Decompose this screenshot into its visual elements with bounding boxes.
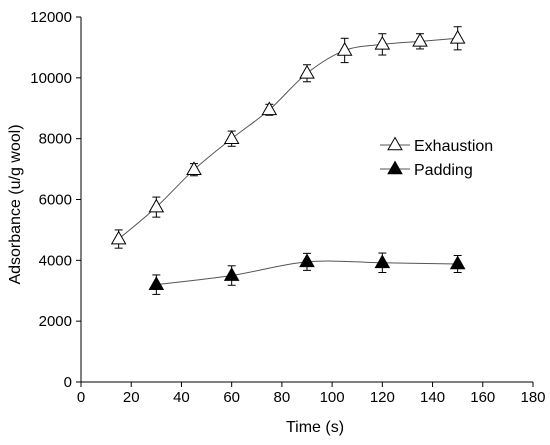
x-tick-label: 180: [520, 389, 545, 406]
data-point: [261, 101, 278, 116]
series-layer: [110, 26, 466, 295]
y-tick-label: 2000: [39, 313, 72, 330]
data-point: [449, 29, 466, 44]
x-tick-label: 0: [77, 389, 85, 406]
series-line: [118, 37, 458, 240]
x-tick-label: 140: [420, 389, 445, 406]
data-point: [336, 42, 353, 56]
series-exhaustion: [110, 26, 466, 249]
x-tick-label: 20: [123, 389, 140, 406]
y-tick-label: 10000: [30, 70, 72, 87]
legend: Exhaustion Padding: [380, 136, 493, 179]
data-point: [186, 161, 202, 175]
data-point: [223, 267, 240, 281]
x-tick-label: 40: [173, 389, 190, 406]
data-point: [374, 254, 391, 269]
x-tick-label: 120: [370, 389, 395, 406]
data-point: [148, 198, 165, 213]
y-tick-label: 4000: [39, 252, 72, 269]
data-point: [148, 276, 165, 290]
data-point: [374, 35, 391, 50]
y-tick-label: 6000: [39, 192, 72, 209]
legend-label: Padding: [414, 162, 473, 179]
legend-marker: [387, 160, 403, 175]
data-point: [449, 255, 466, 270]
x-tick-label: 100: [320, 389, 345, 406]
data-point: [412, 32, 428, 47]
data-point: [299, 253, 315, 268]
series-padding: [148, 252, 466, 295]
x-tick-label: 80: [274, 389, 291, 406]
x-tick-label: 160: [470, 389, 495, 406]
axes: 0 20 40 60 80 100 120 140 160 180 0 2000 4000 6000 800…: [30, 9, 545, 406]
x-tick-label: 60: [223, 389, 240, 406]
data-point: [110, 230, 127, 245]
y-tick-label: 8000: [39, 131, 72, 148]
data-point: [223, 130, 240, 144]
y-axis-title: Adsorbance (u/g wool): [7, 124, 24, 284]
legend-marker: [387, 136, 403, 151]
y-tick-label: 12000: [30, 9, 72, 26]
data-point: [299, 64, 315, 79]
y-tick-label: 0: [64, 374, 72, 391]
legend-label: Exhaustion: [414, 138, 493, 155]
x-axis-title: Time (s): [286, 419, 344, 436]
